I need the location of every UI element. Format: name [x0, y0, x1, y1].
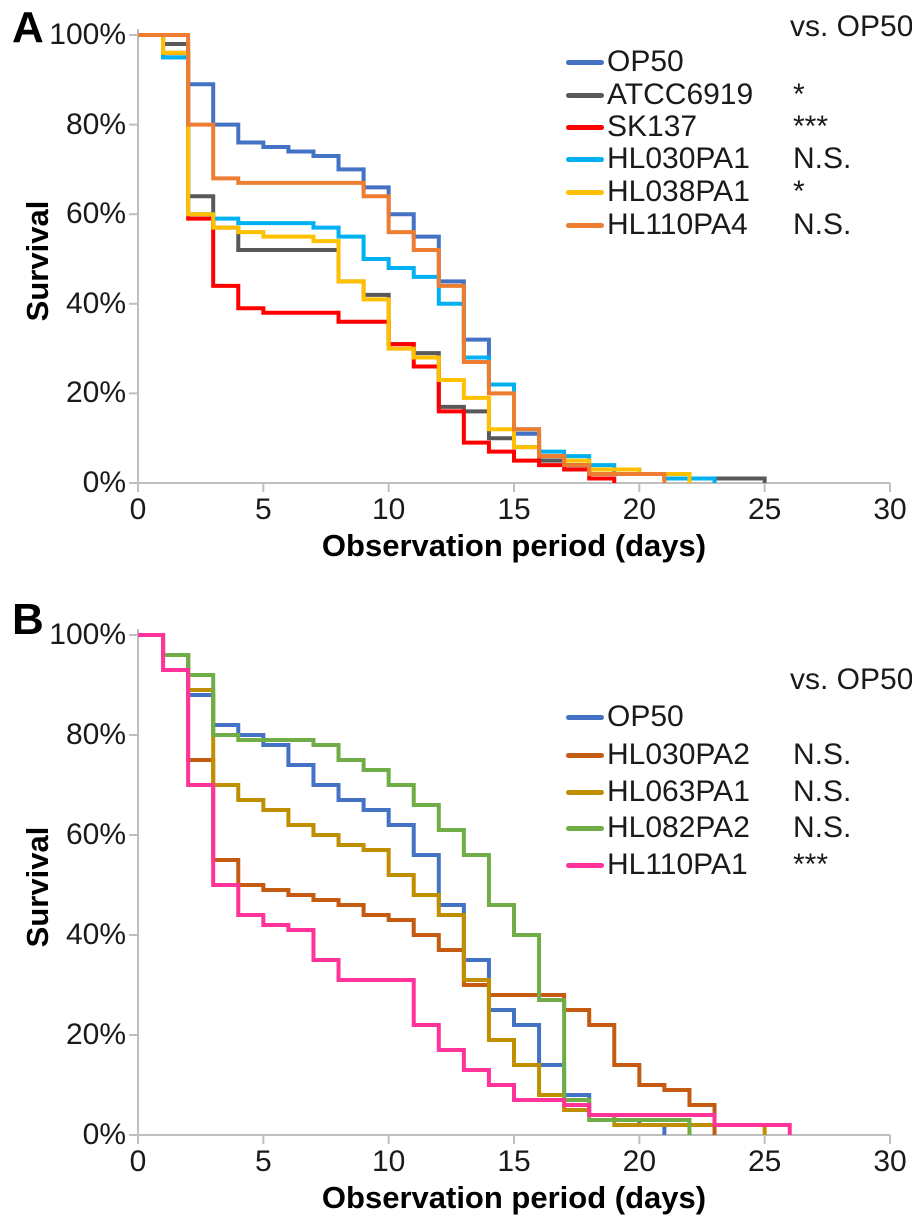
y-tick-label: 40%: [65, 286, 126, 320]
legend-line-swatch-HL038PA1: [566, 190, 604, 195]
survival-curve-HL110PA1: [138, 633, 792, 1135]
legend-item-SK137: SK137 ***: [566, 112, 912, 142]
legend-line-swatch-HL082PA2: [566, 826, 604, 831]
legend-label: HL030PA2: [607, 738, 750, 771]
y-tick-label: 60%: [65, 818, 126, 851]
x-tick-label: 5: [254, 1145, 272, 1178]
significance-vs-op50: N.S.: [793, 142, 852, 175]
legend-item-HL063PA1: HL063PA1 N.S.: [566, 777, 912, 807]
significance-vs-op50: *: [793, 175, 805, 208]
x-tick-label: 10: [371, 493, 406, 526]
significance-vs-op50: N.S.: [793, 738, 852, 771]
legend-label: OP50: [607, 45, 684, 78]
y-tick-label: 60%: [65, 197, 126, 231]
legend-item-HL030PA2: HL030PA2 N.S.: [566, 740, 912, 770]
legend-label: HL063PA1: [607, 775, 750, 808]
legend-label: HL038PA1: [607, 175, 750, 208]
significance-vs-op50: N.S.: [793, 811, 852, 844]
legend-line-swatch-HL030PA1: [566, 157, 604, 162]
y-tick-label: 0%: [82, 1118, 126, 1151]
legend-item-HL110PA4: HL110PA4 N.S.: [566, 210, 912, 240]
legend-line-swatch-HL110PA1: [566, 863, 604, 868]
y-tick-label: 100%: [49, 618, 126, 651]
x-tick-label: 0: [129, 1145, 147, 1178]
panel-a-comparison-header: vs. OP50: [790, 10, 912, 43]
legend-line-swatch-HL030PA2: [566, 753, 604, 758]
y-tick-label: 0%: [82, 466, 126, 499]
survival-curve-HL082PA2: [138, 633, 692, 1135]
x-tick-label: 15: [497, 1145, 531, 1178]
panel-b-x-axis-title: Observation period (days): [321, 1180, 707, 1215]
x-tick-label: 25: [747, 493, 782, 526]
legend-line-swatch-ATCC6919: [566, 93, 604, 98]
legend-item-HL110PA1: HL110PA1 ***: [566, 850, 912, 880]
survival-curve-OP50: [138, 633, 667, 1135]
x-tick-label: 15: [497, 493, 531, 526]
panel-b-comparison-header: vs. OP50: [790, 663, 912, 696]
survival-curve-SK137: [138, 33, 617, 483]
survival-curve-HL030PA2: [138, 633, 717, 1135]
legend-label: HL082PA2: [607, 811, 750, 844]
legend-label: HL030PA1: [607, 142, 750, 175]
legend-line-swatch-OP50: [566, 60, 604, 65]
legend-line-swatch-HL110PA4: [566, 223, 604, 228]
legend-item-HL030PA1: HL030PA1 N.S.: [566, 144, 912, 174]
legend-line-swatch-SK137: [566, 125, 604, 130]
x-tick-label: 30: [873, 493, 907, 526]
legend-label: ATCC6919: [607, 78, 754, 111]
panel-b-letter: B: [12, 595, 44, 644]
x-tick-label: 0: [129, 493, 147, 526]
legend-label: HL110PA1: [607, 848, 748, 881]
x-tick-label: 20: [622, 493, 657, 526]
significance-vs-op50: ***: [793, 848, 829, 881]
survival-curve-HL038PA1: [138, 33, 692, 483]
legend-label: HL110PA4: [607, 208, 748, 241]
legend-line-swatch-HL063PA1: [566, 790, 604, 795]
legend-item-ATCC6919: ATCC6919 *: [566, 80, 912, 110]
x-tick-label: 30: [873, 1145, 907, 1178]
survival-curve-HL110PA4: [138, 33, 667, 483]
significance-vs-op50: N.S.: [793, 208, 852, 241]
y-tick-label: 80%: [65, 107, 126, 141]
legend-line-swatch-OP50: [566, 715, 604, 720]
legend-item-OP50: OP50: [566, 47, 912, 77]
panel-a-letter: A: [12, 3, 44, 52]
panel-a-x-axis-title: Observation period (days): [321, 528, 707, 563]
y-tick-label: 20%: [65, 1018, 126, 1051]
significance-vs-op50: ***: [793, 110, 829, 143]
x-tick-label: 5: [254, 493, 272, 526]
x-tick-label: 10: [371, 1145, 406, 1178]
legend-item-HL082PA2: HL082PA2 N.S.: [566, 813, 912, 843]
y-tick-label: 100%: [49, 18, 126, 51]
significance-vs-op50: N.S.: [793, 775, 852, 808]
significance-vs-op50: *: [793, 78, 805, 111]
legend-item-OP50: OP50: [566, 702, 912, 732]
legend-item-HL038PA1: HL038PA1 *: [566, 177, 912, 207]
legend-label: SK137: [607, 110, 698, 143]
y-tick-label: 20%: [65, 376, 126, 410]
y-tick-label: 40%: [65, 918, 126, 951]
legend-label: OP50: [607, 700, 684, 733]
y-tick-label: 80%: [65, 718, 126, 751]
x-tick-label: 20: [622, 1145, 657, 1178]
x-tick-label: 25: [747, 1145, 782, 1178]
